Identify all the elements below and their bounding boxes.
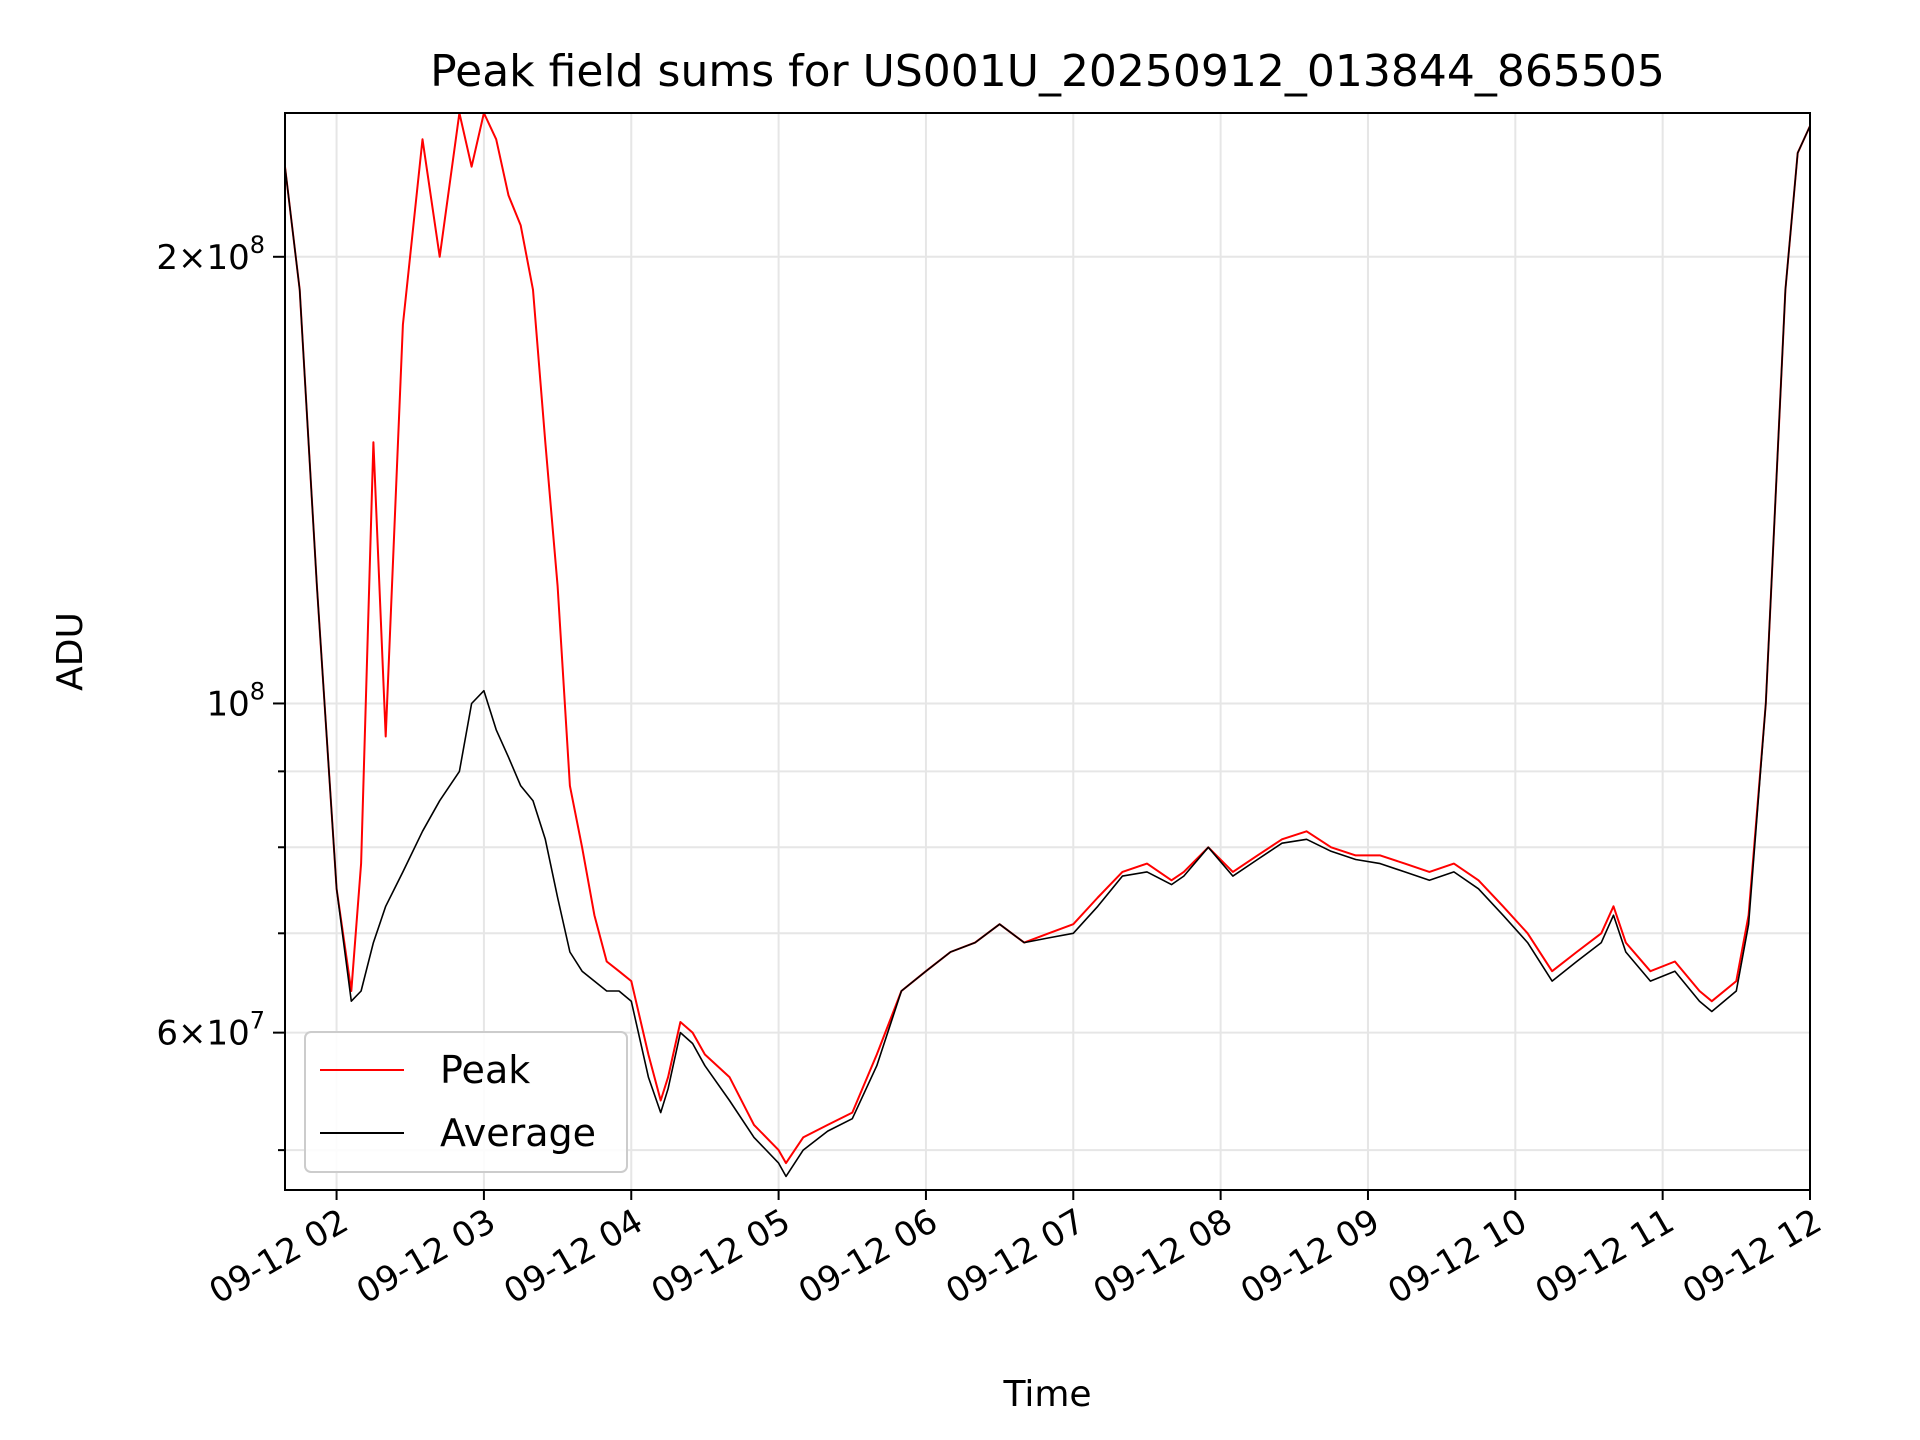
y-tick-times: × xyxy=(178,1014,207,1054)
y-tick-label: 108 xyxy=(206,677,265,724)
legend-box xyxy=(304,1031,628,1173)
y-tick-times: × xyxy=(178,238,207,278)
chart-title: Peak field sums for US001U_20250912_0138… xyxy=(430,46,1665,97)
legend: Peak Average xyxy=(304,1031,628,1173)
legend-label-peak: Peak xyxy=(440,1048,530,1092)
y-tick-mantissa: 6 xyxy=(156,1014,178,1054)
y-tick-exponent: 7 xyxy=(250,1007,265,1035)
series-line-average xyxy=(285,125,1810,1178)
plot-frame xyxy=(284,112,1811,1191)
series-layer xyxy=(285,113,1810,1178)
y-tick-exponent: 8 xyxy=(250,677,265,705)
y-tick-mantissa: 2 xyxy=(156,238,178,278)
y-tick-label: 6×107 xyxy=(156,1007,265,1054)
y-tick-label: 2×108 xyxy=(156,231,265,278)
y-tick-base: 10 xyxy=(206,684,249,724)
y-axis-title: ADU xyxy=(50,612,91,691)
y-tick-exponent: 8 xyxy=(250,231,265,259)
x-axis-title: Time xyxy=(1002,1374,1091,1415)
legend-label-average: Average xyxy=(440,1111,596,1155)
y-tick-base: 10 xyxy=(206,238,249,278)
y-tick-base: 10 xyxy=(206,1014,249,1054)
